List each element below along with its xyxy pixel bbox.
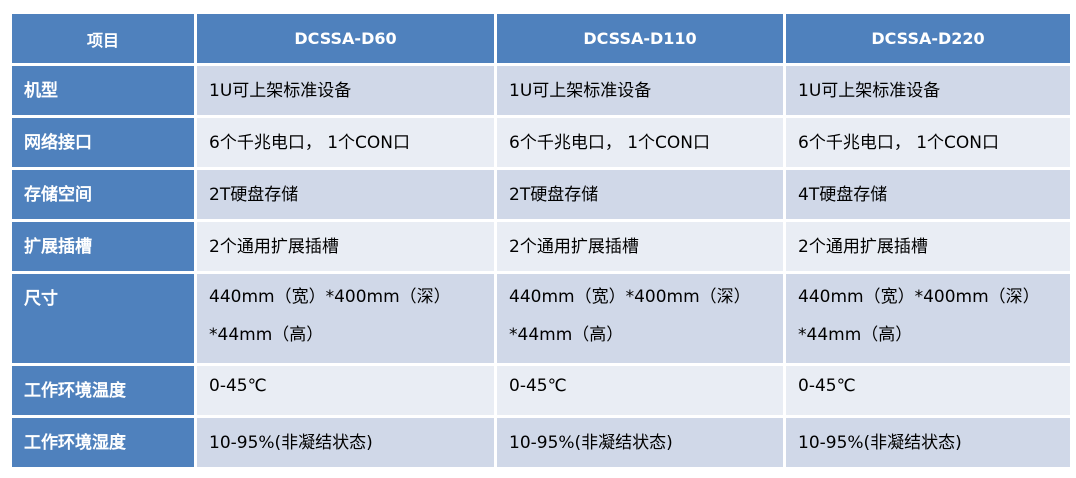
table-row: 尺寸 440mm（宽）*400mm（深） *44mm（高） 440mm（宽）*400m… xyxy=(12,274,1070,363)
table-cell: 2个通用扩展插槽 xyxy=(197,222,494,271)
table-row: 网络接口 6个千兆电口， 1个CON口 6个千兆电口， 1个CON口 6个千兆电口， … xyxy=(12,118,1070,167)
table-cell: 440mm（宽）*400mm（深） *44mm（高） xyxy=(497,274,783,363)
row-label: 存储空间 xyxy=(12,170,194,219)
table-cell: 1U可上架标准设备 xyxy=(786,66,1070,115)
cell-line: 440mm（宽）*400mm（深） xyxy=(209,287,451,307)
header-d220: DCSSA-D220 xyxy=(786,14,1070,63)
table-cell: 4T硬盘存储 xyxy=(786,170,1070,219)
header-d60: DCSSA-D60 xyxy=(197,14,494,63)
cell-line: *44mm（高） xyxy=(509,325,624,345)
table-row: 存储空间 2T硬盘存储 2T硬盘存储 4T硬盘存储 xyxy=(12,170,1070,219)
row-label: 工作环境温度 xyxy=(12,366,194,415)
table-cell: 2T硬盘存储 xyxy=(197,170,494,219)
row-label: 工作环境湿度 xyxy=(12,418,194,467)
table-row: 扩展插槽 2个通用扩展插槽 2个通用扩展插槽 2个通用扩展插槽 xyxy=(12,222,1070,271)
cell-line: 440mm（宽）*400mm（深） xyxy=(509,287,751,307)
cell-line: 440mm（宽）*400mm（深） xyxy=(798,287,1040,307)
table-cell: 10-95%(非凝结状态) xyxy=(786,418,1070,467)
table-cell: 0-45℃ xyxy=(786,366,1070,415)
row-label: 网络接口 xyxy=(12,118,194,167)
header-item: 项目 xyxy=(12,14,194,63)
table-cell: 1U可上架标准设备 xyxy=(197,66,494,115)
table-row: 工作环境湿度 10-95%(非凝结状态) 10-95%(非凝结状态) 10-95%(非… xyxy=(12,418,1070,467)
table-cell: 10-95%(非凝结状态) xyxy=(197,418,494,467)
table-cell: 1U可上架标准设备 xyxy=(497,66,783,115)
row-label: 尺寸 xyxy=(12,274,194,363)
table-cell: 6个千兆电口， 1个CON口 xyxy=(497,118,783,167)
row-label: 机型 xyxy=(12,66,194,115)
table-row: 工作环境温度 0-45℃ 0-45℃ 0-45℃ xyxy=(12,366,1070,415)
table-cell: 0-45℃ xyxy=(497,366,783,415)
spec-table: 项目 DCSSA-D60 DCSSA-D110 DCSSA-D220 机型 1U可… xyxy=(9,11,1073,470)
table-cell: 440mm（宽）*400mm（深） *44mm（高） xyxy=(197,274,494,363)
table-cell: 2个通用扩展插槽 xyxy=(497,222,783,271)
row-label: 扩展插槽 xyxy=(12,222,194,271)
table-cell: 6个千兆电口， 1个CON口 xyxy=(786,118,1070,167)
header-d110: DCSSA-D110 xyxy=(497,14,783,63)
table-cell: 440mm（宽）*400mm（深） *44mm（高） xyxy=(786,274,1070,363)
table-row: 机型 1U可上架标准设备 1U可上架标准设备 1U可上架标准设备 xyxy=(12,66,1070,115)
header-row: 项目 DCSSA-D60 DCSSA-D110 DCSSA-D220 xyxy=(12,14,1070,63)
table-cell: 6个千兆电口， 1个CON口 xyxy=(197,118,494,167)
table-cell: 10-95%(非凝结状态) xyxy=(497,418,783,467)
table-cell: 2个通用扩展插槽 xyxy=(786,222,1070,271)
cell-line: *44mm（高） xyxy=(209,325,324,345)
table-cell: 2T硬盘存储 xyxy=(497,170,783,219)
table-cell: 0-45℃ xyxy=(197,366,494,415)
cell-line: *44mm（高） xyxy=(798,325,913,345)
